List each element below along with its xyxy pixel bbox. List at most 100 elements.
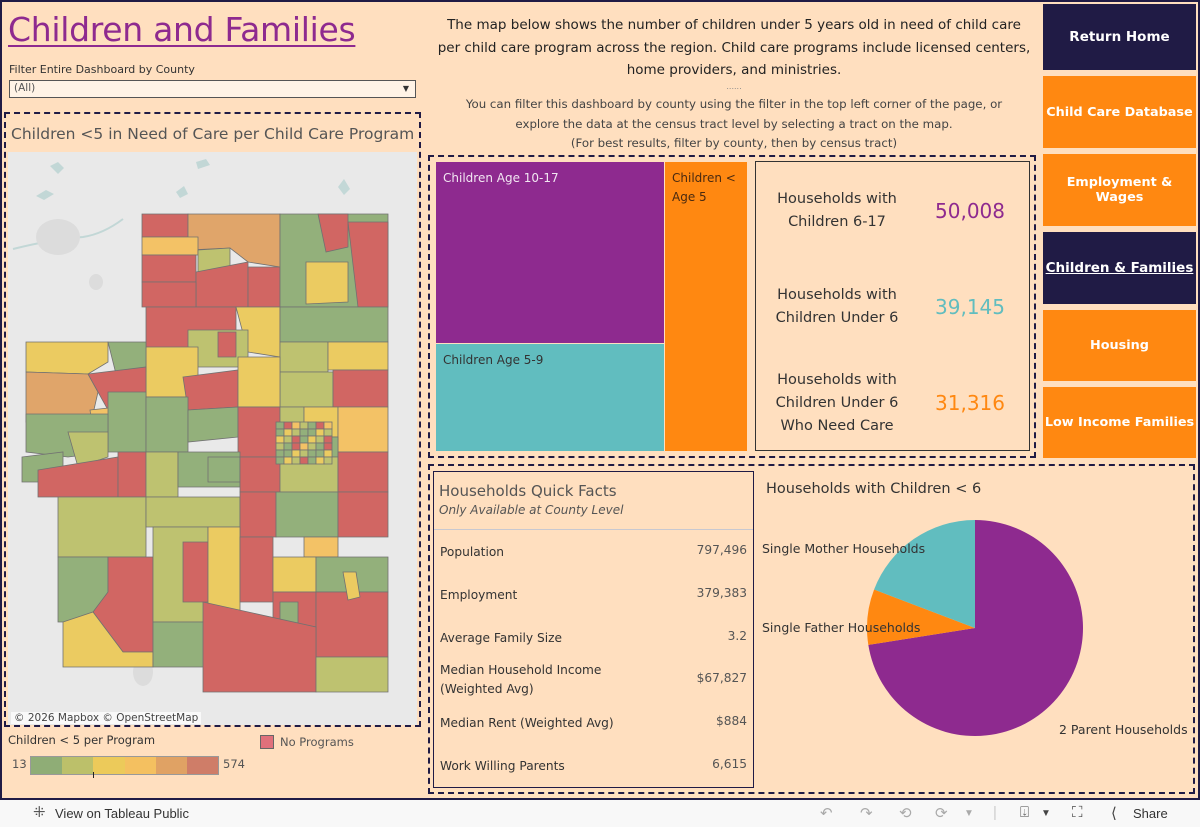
census-tract[interactable]: [337, 406, 389, 453]
census-tract[interactable]: [323, 435, 333, 444]
census-tract[interactable]: [299, 428, 309, 437]
census-tract[interactable]: [141, 281, 197, 308]
no-programs-swatch[interactable]: [260, 735, 274, 749]
census-tract[interactable]: [323, 421, 333, 430]
census-tract[interactable]: [145, 451, 179, 498]
census-tract[interactable]: [307, 442, 317, 451]
census-tract[interactable]: [315, 442, 325, 451]
census-tract[interactable]: [239, 456, 281, 493]
census-tract[interactable]: [275, 421, 285, 430]
census-tract[interactable]: [323, 449, 333, 458]
share-button[interactable]: Share: [1133, 806, 1168, 821]
census-tract[interactable]: [315, 591, 389, 658]
census-tract[interactable]: [315, 656, 389, 693]
census-tract[interactable]: [239, 491, 277, 538]
treemap-cell-age-5-9[interactable]: Children Age 5-9: [436, 344, 664, 451]
census-tract[interactable]: [145, 496, 241, 528]
census-tract[interactable]: [337, 451, 389, 493]
share-icon[interactable]: ⟨: [1111, 805, 1117, 822]
census-tract[interactable]: [291, 435, 301, 444]
census-tract[interactable]: [299, 435, 309, 444]
download-icon[interactable]: ⍗: [1020, 804, 1030, 821]
census-tract[interactable]: [323, 456, 333, 465]
download-dropdown-icon[interactable]: ▼: [1041, 808, 1051, 819]
census-tract[interactable]: [275, 456, 285, 465]
census-tract[interactable]: [182, 369, 239, 411]
census-tract[interactable]: [323, 442, 333, 451]
page-title[interactable]: Children and Families: [8, 10, 356, 49]
tableau-logo-icon[interactable]: ⁜: [33, 804, 46, 821]
nav-employment-wages[interactable]: Employment & Wages: [1043, 154, 1196, 226]
census-tract[interactable]: [145, 396, 189, 453]
census-tract[interactable]: [305, 261, 349, 305]
nav-child-care-database[interactable]: Child Care Database: [1043, 76, 1196, 148]
revert-icon[interactable]: ⟲: [899, 805, 912, 822]
census-tract[interactable]: [315, 421, 325, 430]
nav-return-home[interactable]: Return Home: [1043, 4, 1196, 70]
view-on-tableau-public-link[interactable]: View on Tableau Public: [55, 806, 189, 821]
census-tract[interactable]: [283, 428, 293, 437]
census-tract[interactable]: [275, 449, 285, 458]
census-tract[interactable]: [299, 421, 309, 430]
census-tract[interactable]: [207, 456, 241, 483]
census-tract[interactable]: [332, 369, 389, 408]
census-tract[interactable]: [307, 449, 317, 458]
undo-icon[interactable]: ↶: [820, 805, 833, 822]
census-tract[interactable]: [247, 266, 281, 308]
nav-children-families[interactable]: Children & Families: [1043, 232, 1196, 304]
legend-swatch[interactable]: [31, 757, 63, 774]
census-tract[interactable]: [299, 449, 309, 458]
census-tract[interactable]: [291, 442, 301, 451]
census-tract[interactable]: [117, 451, 147, 498]
census-tract[interactable]: [279, 341, 329, 373]
census-tract[interactable]: [67, 431, 109, 468]
census-tract[interactable]: [307, 435, 317, 444]
pie-chart[interactable]: [755, 520, 1195, 760]
census-tract[interactable]: [307, 421, 317, 430]
census-tract[interactable]: [337, 491, 389, 538]
nav-low-income-families[interactable]: Low Income Families: [1043, 387, 1196, 458]
census-tract[interactable]: [141, 236, 199, 256]
census-tract[interactable]: [299, 442, 309, 451]
redo-icon[interactable]: ↷: [860, 805, 873, 822]
census-tract[interactable]: [283, 449, 293, 458]
census-tract[interactable]: [291, 449, 301, 458]
census-tract[interactable]: [315, 456, 325, 465]
census-tract[interactable]: [237, 356, 281, 408]
census-tract[interactable]: [283, 421, 293, 430]
census-tract[interactable]: [217, 331, 237, 358]
legend-swatch[interactable]: [124, 757, 156, 774]
census-tract[interactable]: [342, 571, 361, 601]
refresh-dropdown-icon[interactable]: ▼: [964, 808, 974, 819]
census-tract[interactable]: [315, 449, 325, 458]
census-tract[interactable]: [303, 536, 339, 558]
census-tract[interactable]: [307, 428, 317, 437]
legend-swatch[interactable]: [155, 757, 187, 774]
census-tract[interactable]: [317, 213, 349, 253]
legend-swatch[interactable]: [62, 757, 94, 774]
census-tract[interactable]: [57, 496, 147, 558]
census-tract[interactable]: [299, 456, 309, 465]
refresh-icon[interactable]: ⟳: [935, 805, 948, 822]
census-tract[interactable]: [327, 341, 389, 371]
census-tract[interactable]: [237, 406, 281, 458]
census-tract[interactable]: [323, 428, 333, 437]
pie-slice-single-mother-households[interactable]: [874, 520, 975, 628]
census-tract[interactable]: [279, 371, 334, 408]
census-tract[interactable]: [315, 435, 325, 444]
choropleth-map[interactable]: © 2026 Mapbox © OpenStreetMap: [8, 152, 417, 725]
census-tract[interactable]: [315, 428, 325, 437]
pie-slice-single-father-households[interactable]: [867, 589, 975, 645]
census-tract[interactable]: [275, 442, 285, 451]
treemap-cell-under-5[interactable]: Children < Age 5: [665, 162, 747, 451]
map-svg[interactable]: [8, 152, 417, 725]
census-tract[interactable]: [239, 536, 274, 603]
census-tract[interactable]: [307, 456, 317, 465]
census-tract[interactable]: [283, 435, 293, 444]
census-tract[interactable]: [291, 456, 301, 465]
census-tract[interactable]: [291, 421, 301, 430]
census-tract[interactable]: [275, 428, 285, 437]
census-tract[interactable]: [141, 254, 197, 283]
legend-swatch[interactable]: [186, 757, 219, 774]
map-attribution[interactable]: © 2026 Mapbox © OpenStreetMap: [11, 712, 202, 724]
